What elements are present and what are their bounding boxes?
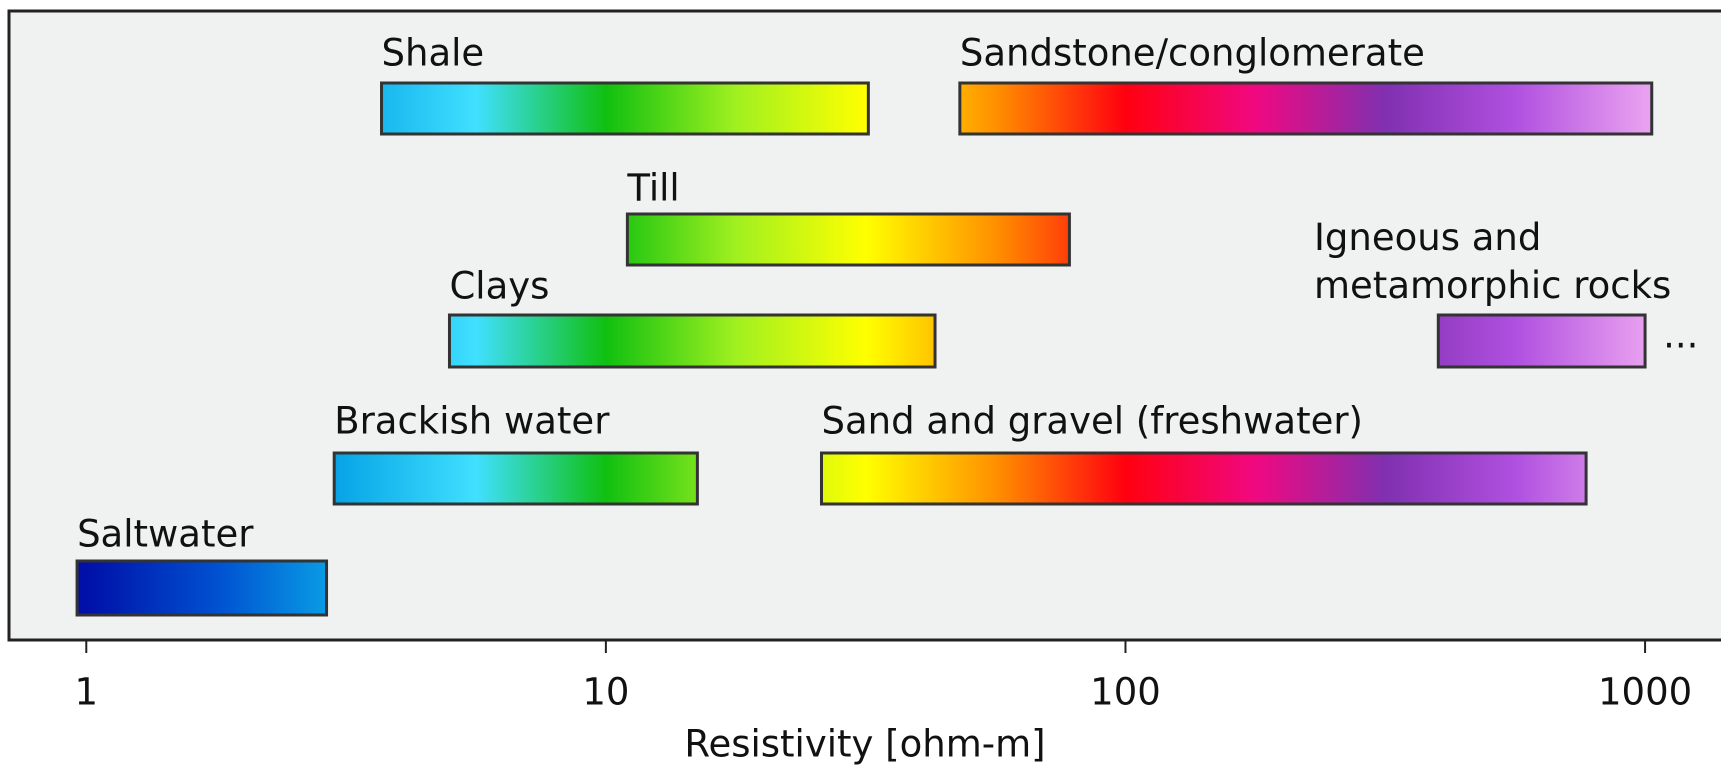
bar-label: Sandstone/conglomerate: [960, 32, 1425, 75]
range-bar: [380, 81, 870, 136]
x-tick-label: 1000: [1598, 671, 1692, 714]
bar-label: Brackish water: [334, 400, 610, 443]
range-bar: [447, 313, 937, 369]
annotation: ...: [1663, 314, 1698, 357]
bar-label: Saltwater: [77, 513, 254, 556]
range-bar: [625, 212, 1071, 267]
bar-label: Shale: [382, 32, 485, 75]
bar-label: Sand and gravel (freshwater): [821, 400, 1363, 443]
range-bar: [819, 451, 1588, 506]
range-bar: [75, 559, 329, 617]
x-axis-label: Resistivity [ohm-m]: [684, 723, 1045, 766]
range-bar: [332, 451, 699, 506]
x-tick-label: 1: [75, 671, 99, 714]
bar-label: Clays: [449, 265, 549, 308]
bar-label: Igneous and metamorphic rocks: [1314, 216, 1671, 307]
x-tick-label: 100: [1090, 671, 1161, 714]
range-bar: [1436, 313, 1647, 369]
x-tick-label: 10: [582, 671, 629, 714]
range-bar: [958, 81, 1654, 136]
bar-label: Till: [626, 167, 679, 210]
